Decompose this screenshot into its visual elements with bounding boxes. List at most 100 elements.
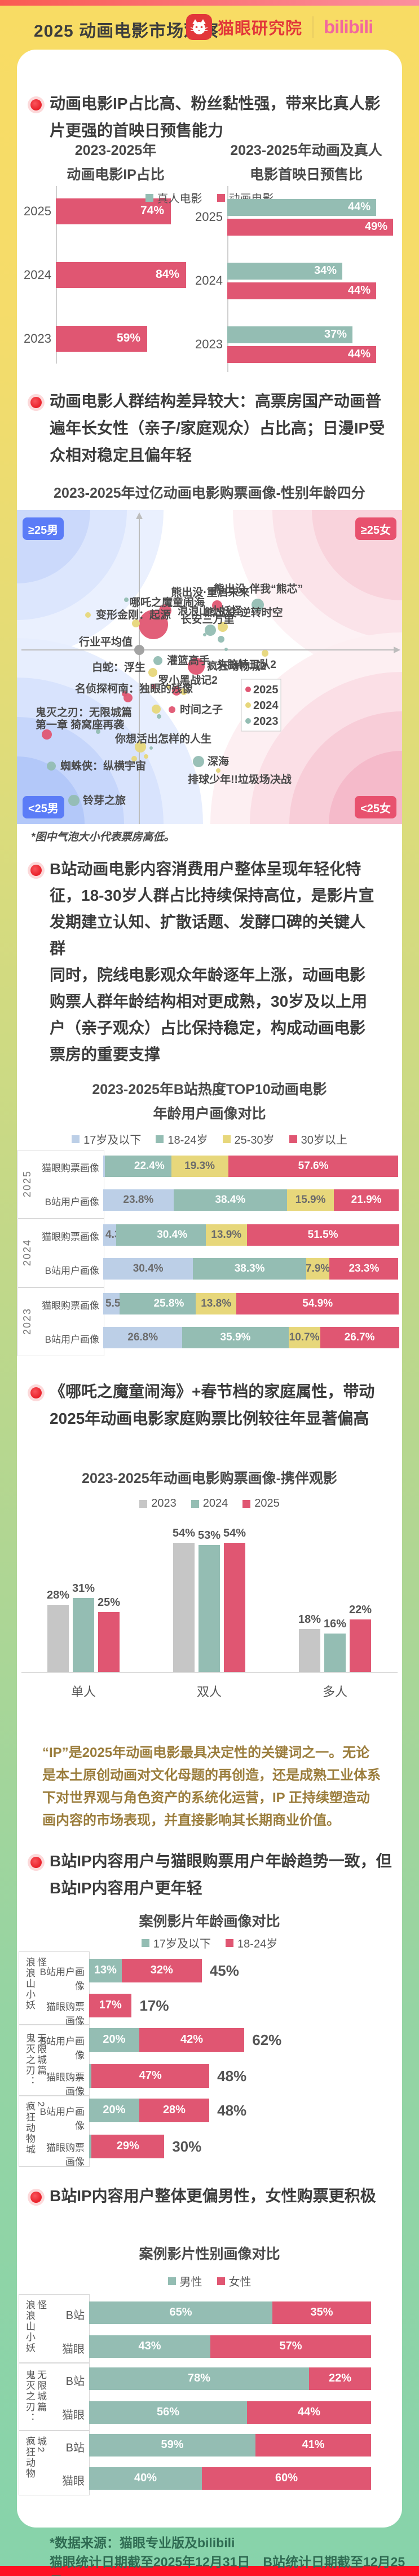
age-chart-group-box	[17, 1287, 104, 1356]
ip-chart-bar	[56, 262, 186, 288]
scatter-dot	[224, 648, 228, 651]
ip-chart-bar-value: 84%	[155, 268, 179, 281]
scatter-bubble	[47, 762, 56, 771]
case-chart-total-value: 62%	[252, 2031, 282, 2048]
scatter-bubble	[252, 599, 264, 611]
scatter-label: 2024	[253, 700, 279, 712]
ip-chart-bar	[56, 198, 171, 224]
age-chart-segment-value: 30.4%	[133, 1263, 164, 1274]
age-chart-bar-segment	[173, 1189, 287, 1211]
scatter-label: 行业平均值	[78, 635, 133, 648]
quadrant-badge-top-right: ≥25女	[355, 517, 396, 540]
scatter-label: 熊出没·重启未来	[171, 586, 249, 599]
case-chart-movie-label: 疯狂动物城2	[23, 2101, 47, 2160]
legend-swatch-icon	[145, 193, 153, 202]
age-chart-bar-segment	[103, 1224, 116, 1246]
case-chart-group-box	[19, 2025, 90, 2096]
case-chart-segment-value: 44%	[297, 2406, 321, 2418]
scatter-bubble	[148, 668, 157, 677]
scatter-label: 蜘蛛侠：纵横宇宙	[60, 759, 146, 772]
legend-label: 男性	[179, 2276, 202, 2289]
age-chart-segment-value: 21.9%	[351, 1194, 382, 1206]
age-chart-segment-value: 25.8%	[153, 1298, 184, 1309]
companion-chart-bar-value: 28%	[46, 1589, 70, 1601]
case-chart-movie-label: 浪浪山小妖怪	[23, 1957, 47, 2018]
age-chart-year-text: 2023	[21, 1307, 33, 1335]
age-chart-row-label: B站用户画像	[45, 1265, 99, 1276]
legend-label: 女性	[228, 2276, 252, 2289]
legend-label: 18-24岁	[167, 1134, 208, 1147]
scatter-dot	[132, 619, 140, 627]
presale-chart-bar-value: 49%	[364, 220, 387, 233]
case-chart-bar-segment	[272, 2301, 371, 2324]
age-chart-bar-segment	[103, 1156, 105, 1177]
case-chart-movie-text: 疯狂动物城2	[24, 2101, 46, 2155]
scatter-dot	[203, 633, 206, 636]
companion-chart-bar-value: 18%	[298, 1613, 321, 1626]
companion-chart-bar	[98, 1612, 120, 1672]
presale-chart-bar	[227, 326, 352, 343]
age-chart-bar-segment	[236, 1293, 399, 1314]
case-chart-segment-value: 20%	[103, 2033, 126, 2046]
age-chart-bar-segment	[103, 1258, 193, 1280]
bullet-icon	[30, 1387, 42, 1398]
case-chart-row-label: 猫眼	[62, 2475, 85, 2488]
section-2-heading: 动画电影人群结构差异较大：高票房国产动画普遍年长女性（亲子/家庭观众）占比高；日…	[50, 392, 385, 464]
legend-item: 女性	[217, 2273, 252, 2289]
scatter-bubble	[172, 687, 181, 696]
presale-chart-bar	[227, 263, 342, 280]
chart-age-top10-title: 2023-2025年B站热度TOP10动画电影 年龄用户画像对比	[17, 1078, 402, 1126]
scatter-label: 罗小黑战记2	[158, 674, 218, 687]
bullet-icon	[30, 397, 42, 408]
age-chart-bar-segment	[171, 1156, 228, 1177]
scatter-label: 铃芽之旅	[83, 794, 126, 807]
case-chart-bar-segment	[210, 2335, 371, 2358]
case-chart-bar-segment	[89, 2434, 255, 2457]
bottom-border	[0, 2566, 419, 2576]
section-4-heading: 《哪吒之魔童闹海》+春节档的家庭属性，带动2025年动画电影家庭购票比例较往年显…	[50, 1383, 375, 1427]
chart-ip-title: 2023-2025年 动画电影IP占比	[25, 139, 206, 187]
legend-item: 17岁及以下	[141, 1935, 211, 1951]
case-chart-group-box	[19, 2431, 90, 2495]
case-chart-row-label: 猫眼购票画像	[46, 2072, 85, 2097]
footer-date-line: 猫眼统计日期截至2025年12月31日 B站统计日期截至12月25日。	[50, 2555, 405, 2576]
legend-swatch-icon	[217, 193, 225, 202]
companion-chart-bar-value: 22%	[349, 1604, 372, 1616]
companion-chart-bar-value: 54%	[172, 1527, 196, 1539]
case-chart-total-value: 30%	[172, 2138, 202, 2155]
age-chart-bar-segment	[228, 1156, 399, 1177]
case-chart-bar-segment	[89, 2467, 202, 2490]
age-chart-year-text: 2025	[21, 1170, 33, 1198]
presale-chart-year-label: 2023	[195, 337, 223, 351]
legend-label: 25-30岁	[234, 1134, 275, 1147]
legend-label: 18-24岁	[237, 1938, 278, 1950]
case-chart-segment-value: 43%	[138, 2340, 161, 2352]
age-chart-segment-value: 13.8%	[201, 1298, 232, 1309]
age-chart-segment-value: 38.3%	[234, 1263, 265, 1274]
case-chart-bar-segment	[89, 2335, 210, 2358]
legend-item: 2025	[242, 1497, 280, 1510]
scatter-label: 浪浪山小妖怪	[178, 604, 242, 617]
maoyan-cat-icon	[186, 14, 212, 40]
case-chart-row-label: B站	[65, 2375, 85, 2388]
age-chart-bar-segment	[329, 1258, 399, 1280]
age-chart-bar-segment	[306, 1258, 330, 1280]
case-chart-row-label: 猫眼购票画像	[46, 2002, 85, 2026]
bullet-icon	[30, 865, 42, 876]
presale-chart-bar	[227, 282, 376, 299]
legend-label: 17岁及以下	[83, 1134, 142, 1147]
case-chart-segment-value: 42%	[180, 2033, 204, 2046]
ip-comment-paragraph: “IP”是2025年动画电影最具决定性的关键词之一。无论是本土原创动画对文化母题…	[42, 1745, 381, 1828]
scatter-label: 变形金刚：起源	[96, 608, 171, 621]
case-chart-group-box	[19, 2096, 90, 2167]
scatter-dot	[151, 684, 156, 689]
case-chart-bar-segment	[121, 1959, 202, 1982]
scatter-bubble	[188, 658, 205, 675]
presale-chart-bar-value: 44%	[347, 284, 371, 296]
companion-chart-bar	[73, 1598, 94, 1672]
scatter-label: 熊出没·逆转时空	[204, 606, 283, 619]
age-chart-bar-segment	[286, 1189, 334, 1211]
scatter-bubble	[262, 650, 268, 657]
age-chart-year-label: 2025	[21, 1160, 33, 1207]
